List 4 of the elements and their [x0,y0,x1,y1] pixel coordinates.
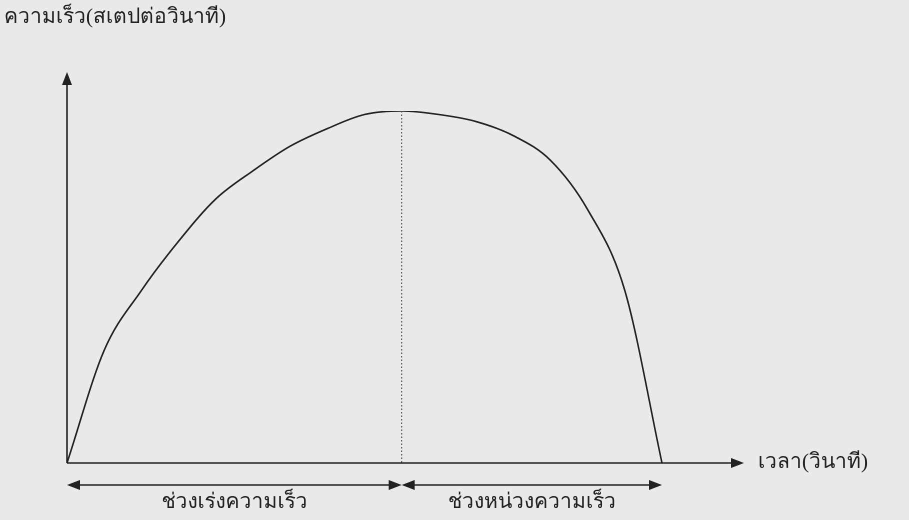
x-axis-title: เวลา(วินาที) [758,449,868,474]
y-axis-title: ความเร็ว(สเตปต่อวินาที) [4,4,226,30]
text: ช่วงหน่วงความเร็ว [448,489,616,514]
text: ช่วงเร่งความเร็ว [161,489,308,514]
